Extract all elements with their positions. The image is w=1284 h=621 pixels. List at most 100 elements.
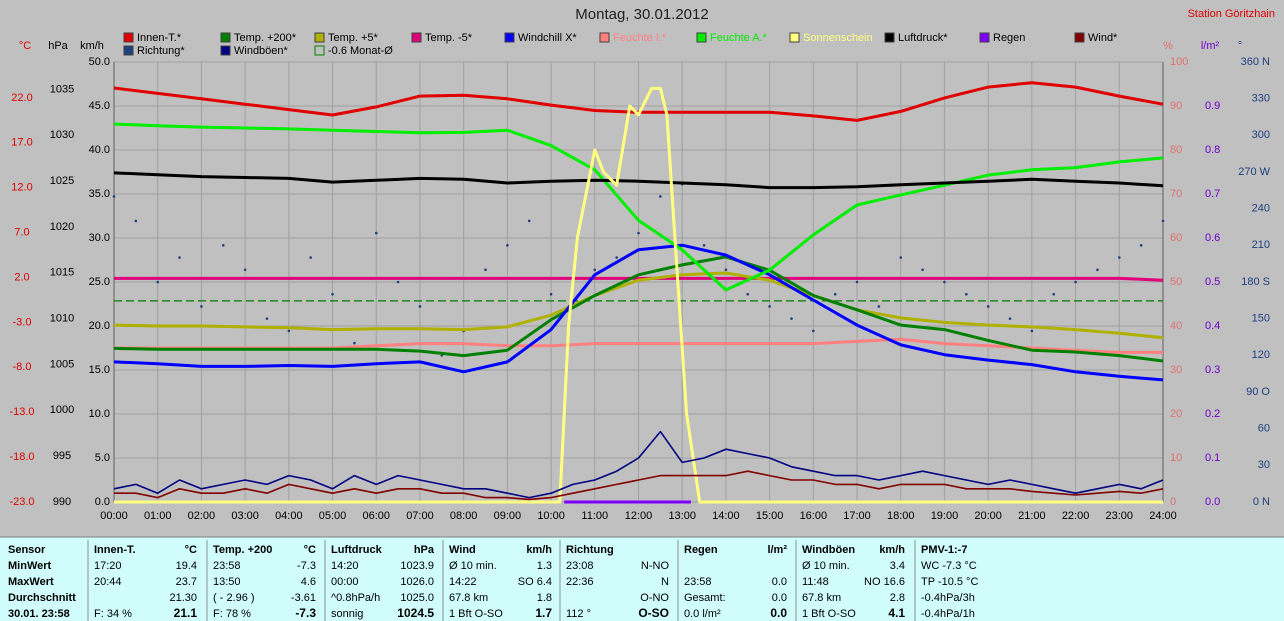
direction-dot bbox=[702, 244, 706, 247]
legend-swatch bbox=[123, 45, 134, 56]
legend-label: Temp. +5* bbox=[328, 32, 379, 44]
y-tick-label: 12.0 bbox=[11, 182, 32, 194]
y-tick-label: 120 bbox=[1252, 349, 1270, 361]
column-title: Temp. +200 bbox=[213, 544, 272, 556]
table-cell: Gesamt: bbox=[684, 592, 726, 604]
direction-dot bbox=[965, 292, 968, 296]
legend-label: -0.6 Monat-Ø bbox=[328, 45, 393, 57]
direction-dot bbox=[855, 280, 859, 284]
table-cell: 17:20 bbox=[94, 560, 122, 572]
direction-dot bbox=[1008, 317, 1012, 320]
table-cell: O-SO bbox=[638, 606, 669, 620]
y-tick-label: 0 bbox=[1170, 496, 1176, 508]
x-tick-label: 22:00 bbox=[1062, 510, 1090, 522]
direction-dot bbox=[1074, 280, 1077, 284]
axis-unit: % bbox=[1163, 40, 1173, 52]
y-tick-label: 0.6 bbox=[1205, 232, 1220, 244]
direction-dot bbox=[287, 329, 291, 333]
legend-swatch bbox=[123, 32, 134, 43]
direction-dot bbox=[943, 280, 946, 284]
table-cell: 0.0 bbox=[772, 592, 787, 604]
column-unit: km/h bbox=[879, 544, 905, 556]
y-tick-label: 0 N bbox=[1253, 496, 1270, 508]
column-unit: °C bbox=[304, 544, 316, 556]
direction-dot bbox=[1117, 256, 1121, 259]
column-unit: l/m² bbox=[767, 544, 787, 556]
axis-unit: hPa bbox=[48, 40, 68, 52]
column-title: Innen-T. bbox=[94, 544, 136, 556]
x-tick-label: 12:00 bbox=[625, 510, 653, 522]
y-tick-label: 5.0 bbox=[95, 452, 110, 464]
table-cell: SO 6.4 bbox=[518, 576, 552, 588]
axis-unit: l/m² bbox=[1201, 40, 1220, 52]
x-tick-label: 24:00 bbox=[1149, 510, 1177, 522]
series-line bbox=[113, 243, 1164, 382]
y-tick-label: 30.0 bbox=[89, 232, 110, 244]
axis-unit: °C bbox=[19, 40, 31, 52]
direction-dot bbox=[724, 268, 728, 272]
table-cell: -7.3 bbox=[295, 606, 316, 620]
legend-swatch bbox=[884, 32, 895, 43]
row-label: Durchschnitt bbox=[8, 592, 76, 604]
table-cell: sonnig bbox=[331, 608, 363, 620]
y-tick-label: 1030 bbox=[50, 129, 74, 141]
table-cell: 14:20 bbox=[331, 560, 359, 572]
table-cell: 23:08 bbox=[566, 560, 594, 572]
direction-dot bbox=[1161, 219, 1165, 223]
legend-swatch bbox=[220, 45, 231, 56]
direction-dot bbox=[1052, 292, 1056, 296]
table-cell: 1026.0 bbox=[400, 576, 434, 588]
column-title: Richtung bbox=[566, 544, 614, 556]
legend-label: Windchill X* bbox=[518, 32, 577, 44]
legend-label: Windböen* bbox=[234, 45, 289, 57]
table-cell: 0.0 bbox=[770, 606, 787, 620]
direction-dot bbox=[200, 305, 203, 308]
y-tick-label: 0.0 bbox=[95, 496, 110, 508]
x-tick-label: 05:00 bbox=[319, 510, 347, 522]
row-label: MinWert bbox=[8, 560, 52, 572]
legend-swatch bbox=[411, 32, 422, 43]
direction-dot bbox=[637, 231, 640, 235]
x-tick-label: 20:00 bbox=[974, 510, 1002, 522]
table-cell: 2.8 bbox=[890, 592, 905, 604]
x-tick-label: 23:00 bbox=[1106, 510, 1134, 522]
table-cell: 1 Bft O-SO bbox=[802, 608, 856, 620]
table-cell: 1024.5 bbox=[397, 606, 434, 620]
direction-dot bbox=[986, 305, 990, 308]
direction-dot bbox=[178, 256, 181, 259]
legend-swatch bbox=[979, 32, 990, 43]
direction-dot bbox=[353, 341, 356, 345]
table-cell: 1 Bft O-SO bbox=[449, 608, 503, 620]
y-tick-label: 20.0 bbox=[89, 320, 110, 332]
direction-dot bbox=[1096, 268, 1099, 272]
x-tick-label: 21:00 bbox=[1018, 510, 1046, 522]
y-tick-label: 60 bbox=[1258, 423, 1270, 435]
y-tick-label: 90 O bbox=[1246, 386, 1270, 398]
direction-dot bbox=[134, 219, 138, 223]
y-tick-label: 25.0 bbox=[89, 276, 110, 288]
y-tick-label: 330 bbox=[1252, 93, 1270, 105]
row-label: 30.01. 23:58 bbox=[8, 608, 70, 620]
column-unit: km/h bbox=[526, 544, 552, 556]
x-tick-label: 13:00 bbox=[668, 510, 696, 522]
series-line bbox=[113, 171, 1164, 190]
x-tick-label: 02:00 bbox=[188, 510, 216, 522]
y-tick-label: 30 bbox=[1258, 459, 1270, 471]
legend-swatch bbox=[314, 45, 325, 56]
y-tick-label: 1035 bbox=[50, 83, 74, 95]
y-tick-label: 45.0 bbox=[89, 100, 110, 112]
chart-title: Montag, 30.01.2012 bbox=[575, 6, 708, 23]
legend-label: Temp. +200* bbox=[234, 32, 297, 44]
x-tick-label: 10:00 bbox=[537, 510, 565, 522]
y-tick-label: 20 bbox=[1170, 408, 1182, 420]
table-cell: F: 34 % bbox=[94, 608, 132, 620]
direction-dot bbox=[833, 292, 837, 296]
station-name: Station Göritzhain bbox=[1188, 8, 1275, 20]
direction-dot bbox=[877, 305, 881, 308]
column-title: Windböen bbox=[802, 544, 855, 556]
y-tick-label: 7.0 bbox=[14, 227, 29, 239]
y-tick-label: 50 bbox=[1170, 276, 1182, 288]
series-line bbox=[114, 86, 1163, 504]
direction-dot bbox=[243, 268, 247, 272]
